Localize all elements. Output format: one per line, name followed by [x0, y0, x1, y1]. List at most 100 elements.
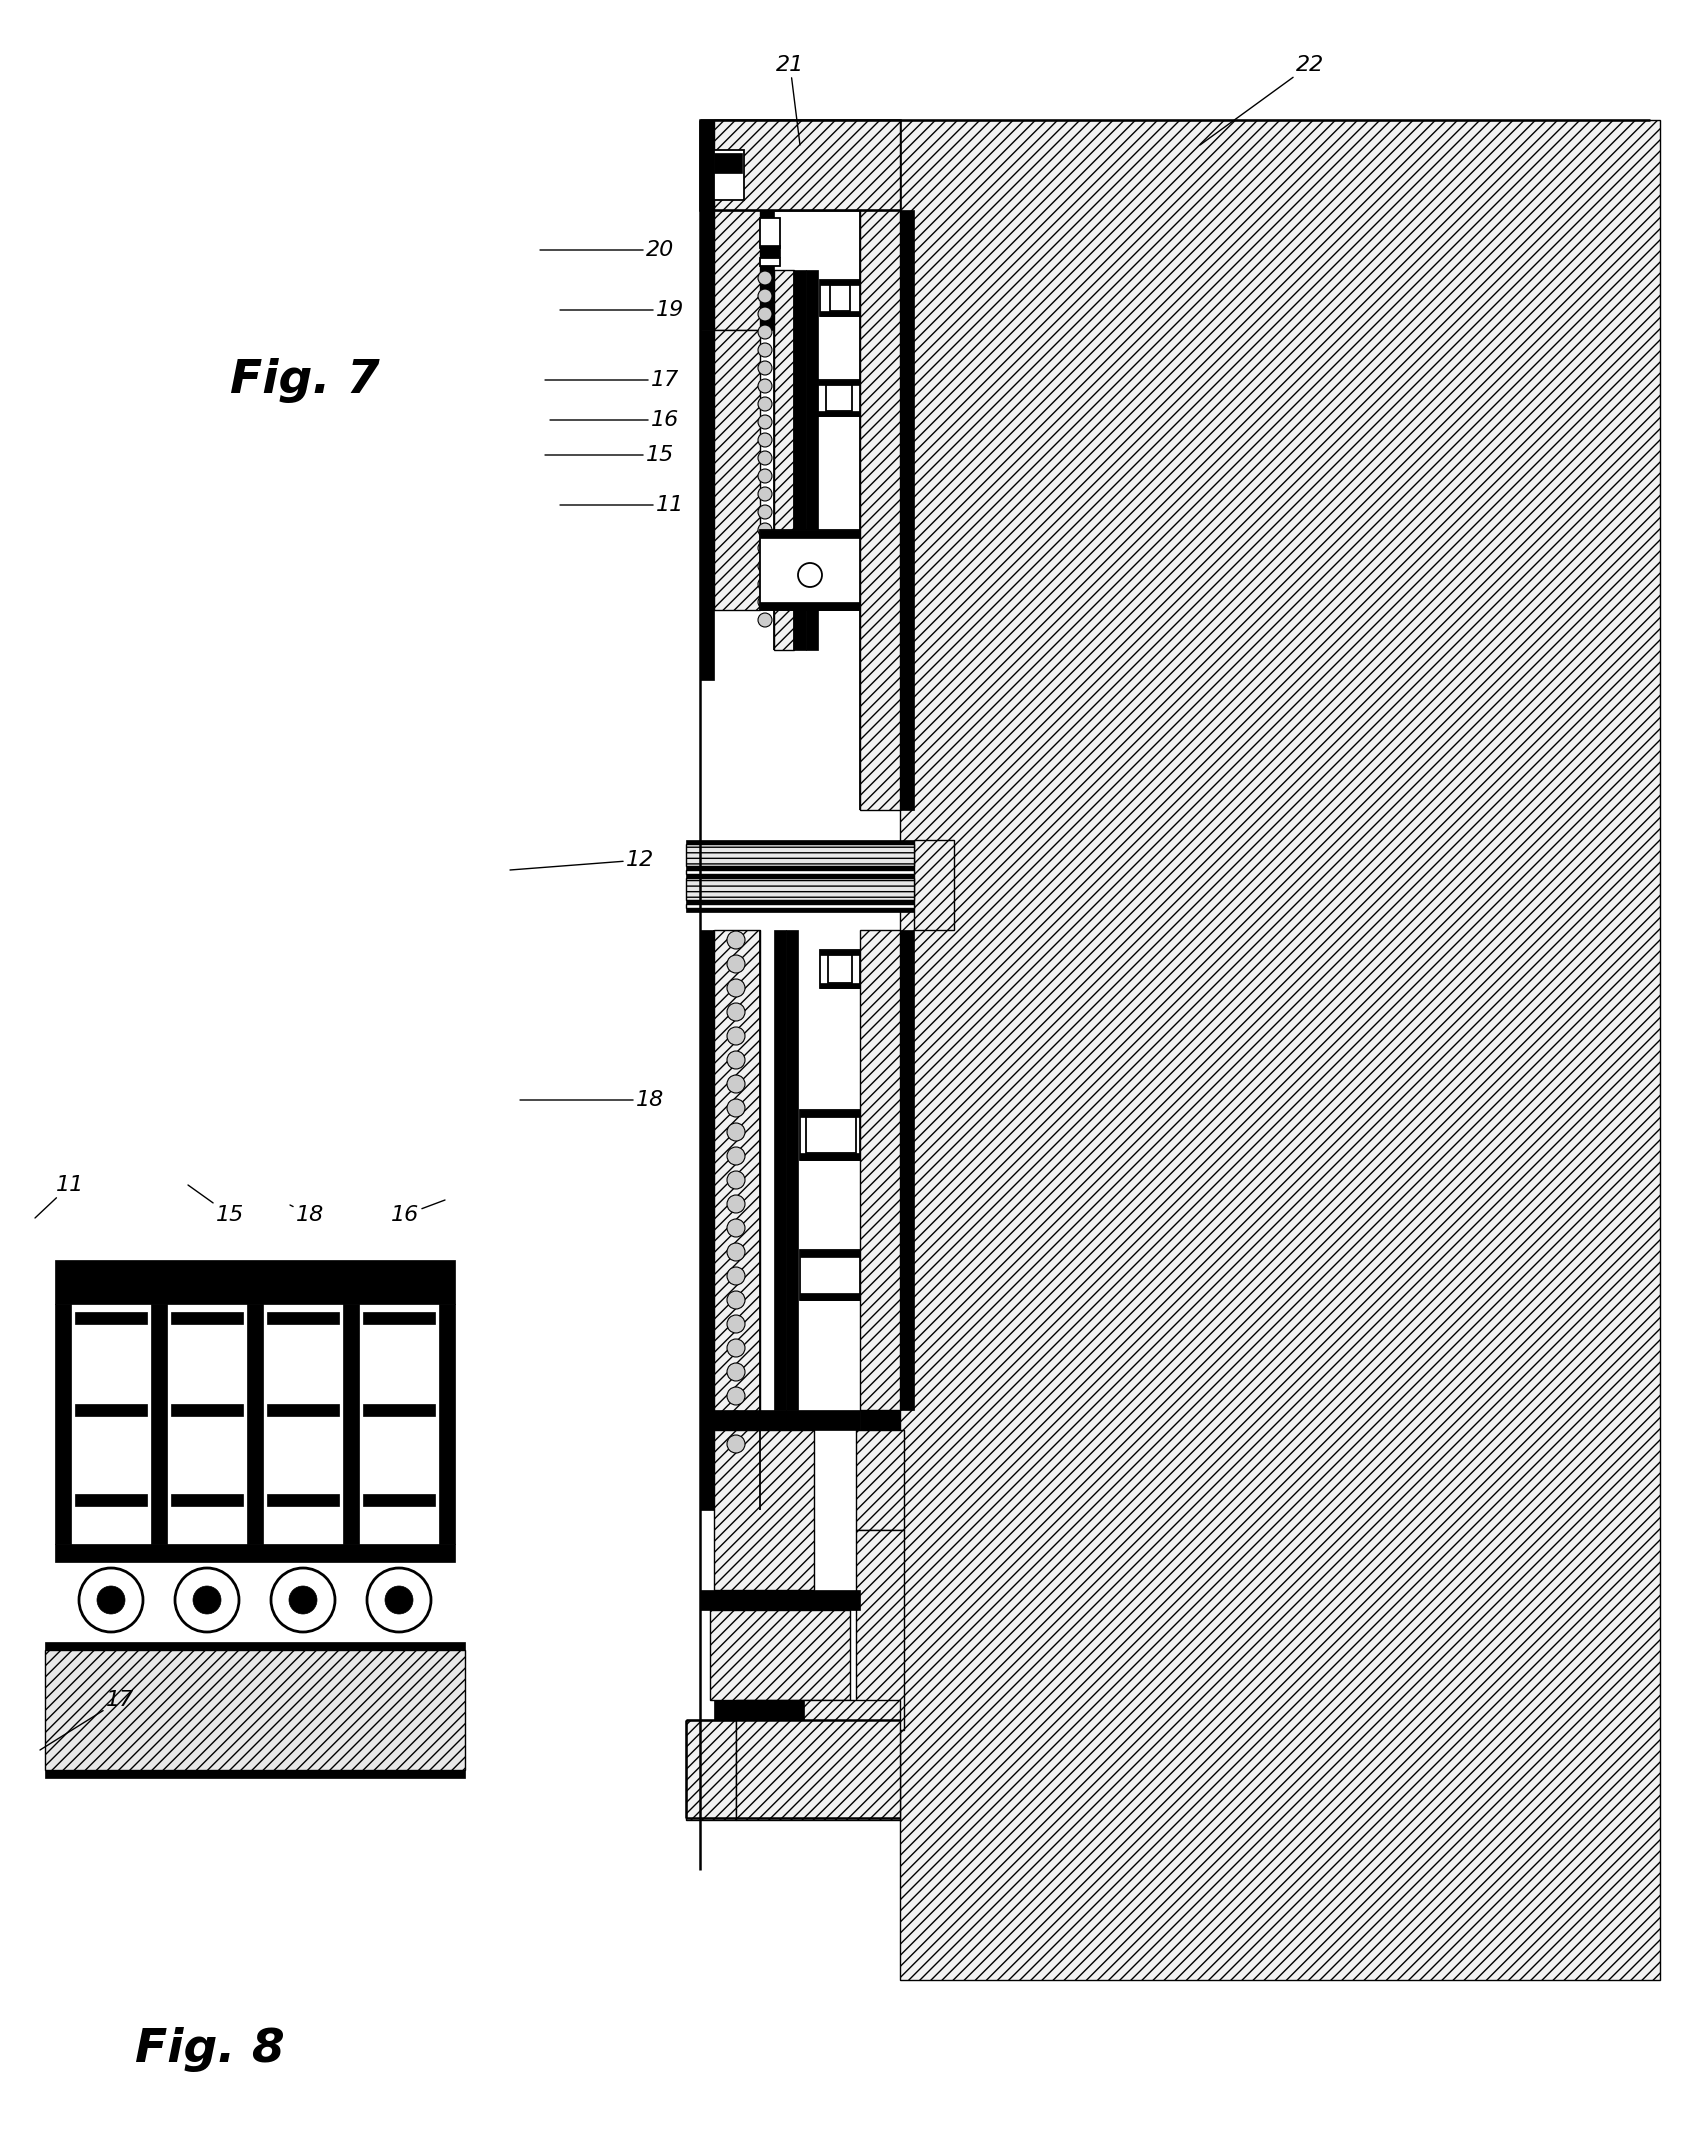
Bar [785, 930, 797, 1411]
Bar [699, 930, 713, 1509]
Circle shape [758, 541, 772, 556]
Bar [699, 120, 900, 210]
Bar [699, 331, 713, 681]
Bar [856, 1430, 904, 1531]
Circle shape [758, 505, 772, 520]
Bar [267, 1404, 339, 1417]
Circle shape [758, 614, 772, 627]
Bar [799, 1250, 860, 1299]
Bar [900, 930, 914, 1411]
Bar [343, 1303, 358, 1544]
Bar [686, 900, 914, 904]
Bar [799, 1292, 860, 1299]
Bar [794, 271, 806, 651]
Bar [806, 271, 817, 651]
Circle shape [726, 1219, 745, 1237]
Circle shape [176, 1567, 238, 1632]
Bar [74, 1494, 147, 1505]
Circle shape [270, 1567, 334, 1632]
Bar [171, 1494, 243, 1505]
Bar [760, 245, 780, 258]
Text: 21: 21 [775, 56, 804, 146]
Circle shape [726, 1052, 745, 1069]
Text: 11: 11 [35, 1174, 84, 1217]
Bar [760, 530, 860, 610]
Bar [713, 150, 743, 200]
Circle shape [758, 414, 772, 429]
Bar [439, 1303, 454, 1544]
Text: Fig. 7: Fig. 7 [230, 359, 380, 401]
Bar [826, 384, 851, 410]
Bar [363, 1494, 434, 1505]
Bar [699, 210, 713, 331]
Text: 20: 20 [540, 240, 674, 260]
Circle shape [726, 955, 745, 973]
Bar [819, 279, 860, 286]
Circle shape [726, 1026, 745, 1046]
Bar [171, 1404, 243, 1417]
Bar [699, 1411, 860, 1430]
Circle shape [758, 524, 772, 537]
Circle shape [726, 1434, 745, 1454]
Text: Fig. 8: Fig. 8 [135, 2027, 285, 2072]
Bar [900, 120, 1659, 1980]
Circle shape [758, 468, 772, 483]
Bar [760, 530, 860, 539]
Bar [760, 210, 774, 331]
Circle shape [193, 1587, 221, 1615]
Circle shape [726, 1340, 745, 1357]
Circle shape [726, 1267, 745, 1286]
Bar [774, 271, 794, 651]
Circle shape [758, 487, 772, 500]
Bar [817, 380, 860, 384]
Bar [760, 219, 780, 249]
Bar [713, 1430, 814, 1591]
Circle shape [758, 397, 772, 410]
Bar [686, 844, 914, 865]
Circle shape [758, 595, 772, 610]
Bar [900, 210, 914, 809]
Bar [799, 1110, 860, 1159]
Bar [819, 983, 860, 988]
Bar [56, 1544, 454, 1563]
Circle shape [758, 290, 772, 303]
Bar [817, 380, 860, 417]
Bar [56, 1260, 454, 1303]
Bar [171, 1312, 243, 1325]
Bar [713, 331, 760, 610]
Circle shape [726, 979, 745, 996]
Bar [713, 120, 900, 210]
Circle shape [758, 434, 772, 447]
Text: 18: 18 [291, 1204, 324, 1226]
Bar [799, 1250, 860, 1256]
Text: 18: 18 [520, 1091, 664, 1110]
Circle shape [758, 451, 772, 466]
Bar [736, 1700, 900, 1821]
Bar [774, 930, 785, 1411]
Bar [713, 930, 760, 1509]
Circle shape [726, 1123, 745, 1140]
Bar [799, 1110, 860, 1116]
Bar [819, 949, 860, 955]
Text: 15: 15 [187, 1185, 243, 1226]
Circle shape [758, 344, 772, 356]
Bar [819, 311, 860, 316]
Circle shape [726, 1196, 745, 1213]
Bar [46, 1651, 464, 1769]
Bar [709, 1610, 850, 1700]
Text: 17: 17 [41, 1690, 133, 1750]
Circle shape [726, 1314, 745, 1333]
Bar [713, 210, 760, 331]
Bar [806, 1116, 856, 1153]
Circle shape [726, 1003, 745, 1022]
Bar [817, 410, 860, 417]
Bar [799, 1153, 860, 1159]
Bar [247, 1303, 263, 1544]
Circle shape [79, 1567, 144, 1632]
Bar [856, 1531, 904, 1730]
Bar [829, 286, 850, 311]
Circle shape [758, 324, 772, 339]
Circle shape [758, 578, 772, 590]
Circle shape [797, 563, 821, 586]
Bar [713, 1700, 804, 1720]
